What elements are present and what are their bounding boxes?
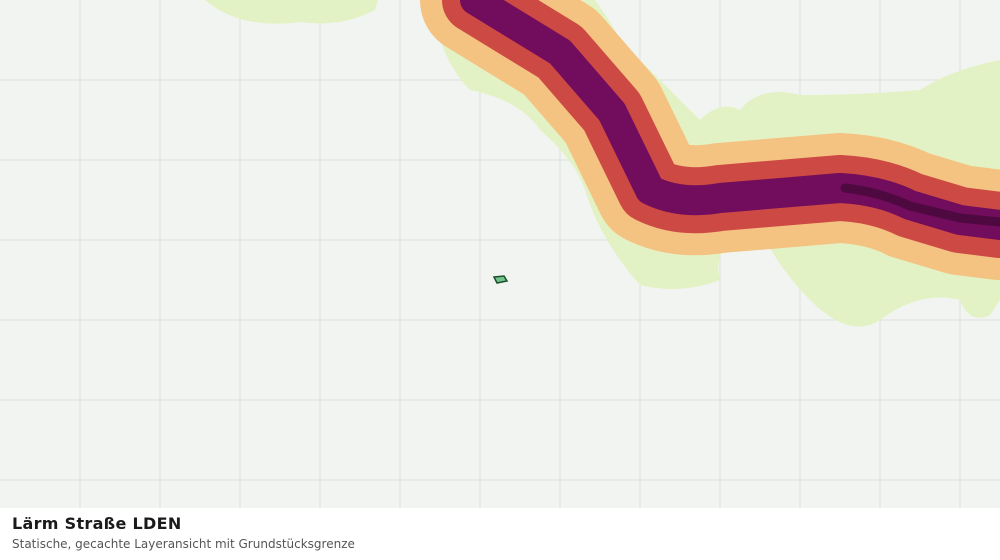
layer-title: Lärm Straße LDEN [12,514,182,533]
parcel-boundary [492,275,509,284]
noise-zones [205,0,1000,327]
footer: Lärm Straße LDEN Statische, gecachte Lay… [0,508,1000,560]
layer-subtitle: Statische, gecachte Layeransicht mit Gru… [12,537,355,551]
map [0,0,1000,508]
